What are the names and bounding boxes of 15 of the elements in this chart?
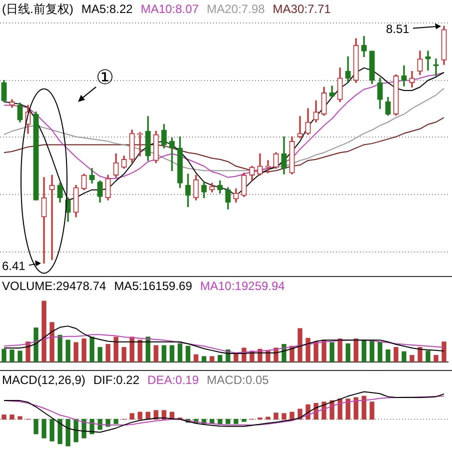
text: MA10:19259.94	[200, 279, 285, 293]
text: MA20:7.98	[206, 2, 265, 16]
text: MA30:7.71	[272, 2, 331, 16]
text: DIF:0.22	[93, 373, 140, 387]
annotation: 6.41	[2, 259, 26, 274]
chart-title: VOLUME:29478.74	[2, 279, 106, 293]
chart-title: (日线.前复权)	[2, 0, 74, 18]
text: MA5:8.22	[81, 2, 133, 16]
annotation: 8.51	[386, 22, 410, 36]
annotation: ①	[96, 64, 114, 89]
text: MA10:8.07	[140, 2, 199, 16]
chart-title: MACD(12,26,9)	[2, 373, 86, 387]
text: MA5:16159.69	[114, 279, 192, 293]
chart-subtitle: MACD:0.05	[206, 373, 269, 387]
text: DEA:0.19	[147, 373, 199, 387]
